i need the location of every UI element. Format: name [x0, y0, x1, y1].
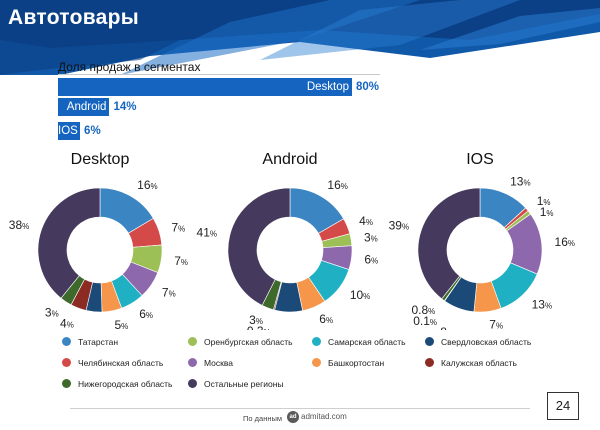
legend-item: Самарская область — [312, 336, 406, 348]
donut-desktop-label-2: 7% — [174, 254, 188, 268]
donut-desktop-label-3: 7% — [162, 285, 176, 299]
legend-swatch — [425, 337, 434, 347]
donut-ios-label-1: 1% — [537, 194, 551, 208]
legend-swatch — [188, 337, 197, 347]
bar-value-android: 14% — [113, 101, 137, 113]
legend-label: Оренбургская область — [204, 337, 293, 347]
legend-item: Остальные регионы — [188, 378, 284, 390]
segments-title: Доля продаж в сегментах — [58, 60, 201, 74]
donut-desktop-slice-9 — [37, 187, 101, 299]
legend-swatch — [188, 358, 197, 368]
legend-item: Башкортостан — [312, 357, 384, 369]
header-banner — [0, 0, 600, 75]
legend-label: Нижегородская область — [78, 379, 173, 389]
legend-swatch — [62, 337, 71, 347]
donut-desktop-label-6: 4% — [79, 328, 93, 330]
donut-desktop-label-7: 4% — [60, 317, 74, 330]
donut-android-label-8: 3% — [249, 313, 263, 327]
admitad-logo: ad admitad.com — [287, 411, 347, 423]
legend-swatch — [425, 358, 434, 368]
donut-ios-label-0: 13% — [510, 174, 530, 188]
donut-android-label-2: 3% — [364, 230, 378, 244]
donut-ios-label-4: 13% — [532, 297, 552, 311]
legend-item: Оренбургская область — [188, 336, 293, 348]
donut-desktop-label-4: 6% — [139, 307, 153, 321]
region-donut-charts: 16%7%7%7%6%5%4%4%3%38%16%4%3%6%10%6%7%0.… — [9, 174, 575, 330]
donut-desktop-label-9: 38% — [9, 218, 29, 232]
donut-android-label-0: 16% — [327, 178, 347, 192]
admitad-logo-text: admitad.com — [301, 412, 347, 422]
donut-android-label-5: 6% — [319, 312, 333, 326]
divider — [58, 74, 380, 75]
donut-ios-label-6: 8% — [440, 325, 454, 330]
bar-ios: IOS — [58, 122, 81, 140]
donut-ios-label-2: 1% — [540, 205, 554, 219]
admitad-logo-icon: ad — [287, 411, 299, 423]
legend-label: Калужская область — [441, 358, 517, 368]
donut-android-label-4: 10% — [350, 288, 370, 302]
donut-desktop-label-5: 5% — [114, 318, 128, 330]
bar-desktop: Desktop — [58, 78, 352, 96]
donut-ios-label-3: 16% — [555, 235, 575, 249]
legend-label: Челябинская область — [78, 358, 164, 368]
android-chart-title: Android — [262, 151, 318, 168]
donut-ios-label-7: 0.1% — [413, 314, 437, 328]
donut-desktop-label-0: 16% — [137, 178, 157, 192]
bar-value-desktop: 80% — [356, 81, 380, 93]
legend-label: Москва — [204, 358, 234, 368]
bar-value-ios: 6% — [84, 125, 101, 137]
legend-item: Москва — [188, 357, 233, 369]
legend-label: Башкортостан — [328, 358, 385, 368]
footer-source: По данным — [243, 414, 283, 423]
donut-android-label-7: 0.3% — [247, 324, 271, 330]
donut-android-label-3: 6% — [364, 252, 378, 266]
legend-item: Калужская область — [425, 357, 517, 369]
donut-ios-label-5: 7% — [489, 317, 503, 330]
donut-ios-slice-9 — [417, 187, 481, 300]
ios-chart-title: IOS — [466, 151, 494, 168]
legend-swatch — [62, 358, 71, 368]
legend-swatch — [312, 358, 321, 368]
footer-divider — [70, 408, 530, 409]
bar-android: Android — [58, 98, 110, 116]
donut-ios-label-9: 39% — [389, 219, 409, 233]
donut-ios-label-8: 0.8% — [411, 303, 435, 317]
legend-swatch — [62, 379, 71, 389]
page-number: 24 — [547, 392, 579, 420]
legend-label: Остальные регионы — [204, 379, 284, 389]
legend-label: Свердловская область — [441, 337, 532, 347]
donut-android-label-1: 4% — [359, 214, 373, 228]
legend-item: Нижегородская область — [62, 378, 173, 390]
legend-label: Татарстан — [78, 337, 119, 347]
legend-item: Челябинская область — [62, 357, 163, 369]
legend-swatch — [188, 379, 197, 389]
desktop-chart-title: Desktop — [70, 151, 130, 168]
donut-desktop-label-1: 7% — [171, 220, 185, 234]
legend-item: Свердловская область — [425, 336, 531, 348]
donut-desktop-label-8: 3% — [45, 306, 59, 320]
legend-item: Татарстан — [62, 336, 118, 348]
donut-android-label-9: 41% — [197, 226, 217, 240]
donut-android-slice-9 — [227, 187, 291, 306]
page-title: Автотовары — [8, 6, 140, 29]
legend-label: Самарская область — [328, 337, 406, 347]
legend-swatch — [312, 337, 321, 347]
